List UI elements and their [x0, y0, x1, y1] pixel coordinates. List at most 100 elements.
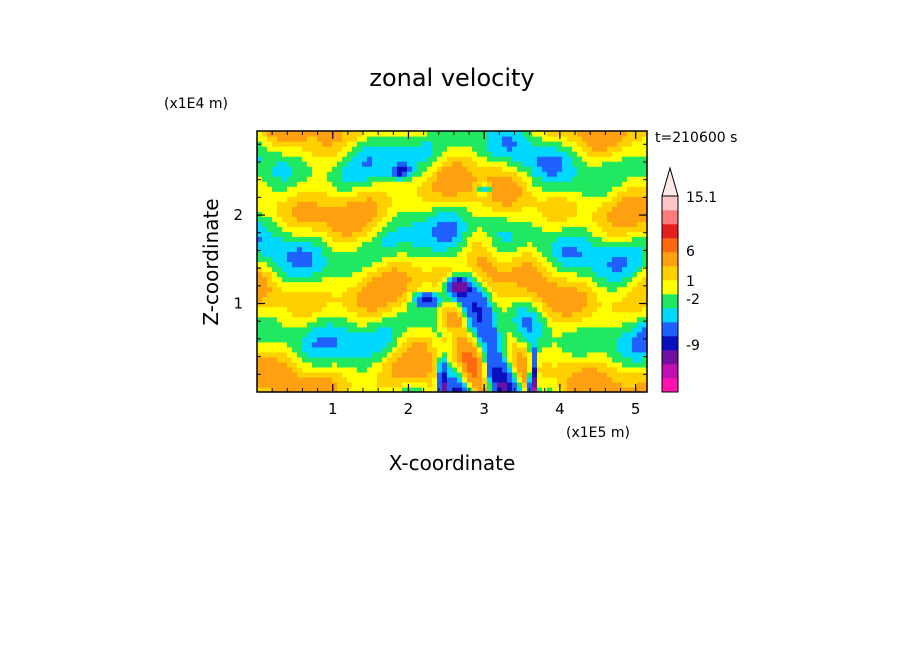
heatmap-cell: [287, 371, 293, 378]
heatmap-cell: [502, 181, 508, 187]
heatmap-cell: [622, 316, 628, 323]
heatmap-cell: [337, 276, 343, 283]
heatmap-cell: [572, 326, 578, 333]
heatmap-cell: [347, 276, 353, 283]
heatmap-cell: [362, 376, 368, 383]
heatmap-cell: [587, 141, 593, 147]
heatmap-cell: [307, 341, 313, 348]
heatmap-cell: [277, 166, 283, 172]
heatmap-cell: [377, 221, 383, 227]
heatmap-cell: [282, 191, 288, 197]
heatmap-cell: [317, 156, 323, 162]
heatmap-cell: [367, 206, 373, 212]
heatmap-cell: [617, 331, 623, 338]
heatmap-cell: [347, 381, 353, 388]
heatmap-cell: [372, 226, 378, 232]
heatmap-cell: [552, 296, 558, 303]
heatmap-cell: [417, 346, 423, 353]
heatmap-cell: [612, 251, 618, 258]
heatmap-cell: [297, 366, 303, 373]
heatmap-cell: [412, 311, 418, 318]
heatmap-cell: [482, 246, 488, 253]
heatmap-cell: [517, 296, 523, 303]
heatmap-cell: [527, 156, 533, 162]
heatmap-cell: [492, 136, 498, 142]
heatmap-cell: [487, 346, 493, 353]
heatmap-cell: [527, 246, 533, 253]
heatmap-cell: [582, 386, 588, 393]
heatmap-cell: [522, 226, 528, 232]
heatmap-cell: [352, 206, 358, 212]
heatmap-cell: [572, 156, 578, 162]
heatmap-cell: [622, 381, 628, 388]
heatmap-cell: [302, 281, 308, 288]
heatmap-cell: [352, 166, 358, 172]
heatmap-cell: [372, 281, 378, 288]
heatmap-cell: [532, 271, 538, 278]
heatmap-cell: [372, 326, 378, 333]
heatmap-cell: [512, 261, 518, 268]
heatmap-cell: [617, 176, 623, 182]
heatmap-cell: [287, 376, 293, 383]
heatmap-cell: [527, 381, 533, 388]
heatmap-cell: [382, 206, 388, 212]
heatmap-cell: [457, 146, 463, 152]
heatmap-cell: [412, 286, 418, 293]
heatmap-cell: [337, 366, 343, 373]
heatmap-cell: [632, 301, 638, 308]
heatmap-cell: [297, 181, 303, 187]
heatmap-cell: [357, 341, 363, 348]
heatmap-cell: [267, 256, 273, 263]
heatmap-cell: [422, 156, 428, 162]
heatmap-cell: [402, 156, 408, 162]
heatmap-cell: [602, 246, 608, 253]
heatmap-cell: [607, 211, 613, 217]
heatmap-cell: [327, 176, 333, 182]
heatmap-cell: [257, 236, 263, 243]
heatmap-cell: [322, 286, 328, 293]
heatmap-cell: [537, 251, 543, 258]
heatmap-cell: [577, 136, 583, 142]
heatmap-cell: [277, 141, 283, 147]
heatmap-cell: [397, 151, 403, 157]
heatmap-cell: [542, 186, 548, 192]
heatmap-cell: [607, 266, 613, 273]
heatmap-cell: [272, 261, 278, 268]
heatmap-cell: [572, 296, 578, 303]
heatmap-cell: [532, 151, 538, 157]
heatmap-cell: [387, 306, 393, 313]
heatmap-cell: [507, 216, 513, 222]
heatmap-cell: [322, 141, 328, 147]
heatmap-cell: [552, 336, 558, 343]
heatmap-cell: [417, 376, 423, 383]
heatmap-cell: [277, 246, 283, 253]
heatmap-cell: [632, 276, 638, 283]
heatmap-cell: [512, 296, 518, 303]
heatmap-cell: [422, 351, 428, 358]
heatmap-cell: [462, 251, 468, 258]
heatmap-cell: [437, 246, 443, 253]
heatmap-cell: [422, 316, 428, 323]
heatmap-cell: [382, 201, 388, 207]
heatmap-cell: [492, 311, 498, 318]
heatmap-cell: [477, 196, 483, 202]
heatmap-cell: [272, 251, 278, 258]
heatmap-cell: [642, 351, 648, 358]
heatmap-cell: [522, 361, 528, 368]
heatmap-cell: [477, 261, 483, 268]
heatmap-cell: [362, 326, 368, 333]
heatmap-cell: [402, 186, 408, 192]
heatmap-cell: [597, 271, 603, 278]
heatmap-cell: [312, 206, 318, 212]
heatmap-cell: [502, 211, 508, 217]
heatmap-cell: [482, 216, 488, 222]
heatmap-cell: [487, 296, 493, 303]
heatmap-cell: [612, 301, 618, 308]
heatmap-cell: [552, 266, 558, 273]
heatmap-cell: [282, 276, 288, 283]
heatmap-cell: [277, 271, 283, 278]
heatmap-cell: [627, 146, 633, 152]
heatmap-cell: [587, 376, 593, 383]
heatmap-cell: [517, 191, 523, 197]
heatmap-cell: [642, 191, 648, 197]
